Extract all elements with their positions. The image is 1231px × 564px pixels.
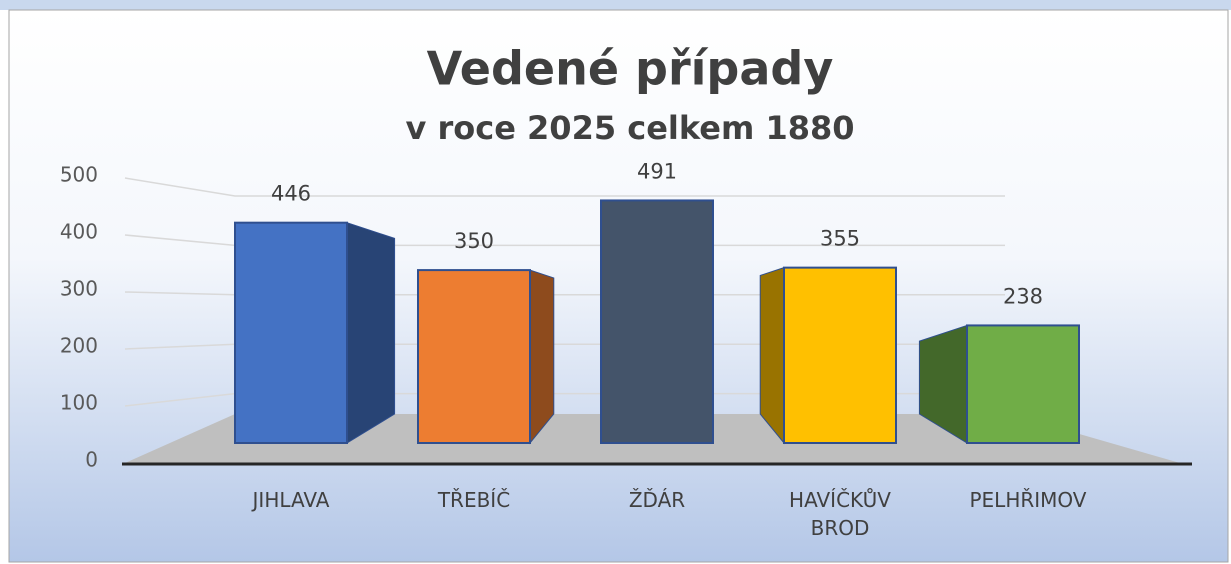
y-tick-label: 0 [85,448,98,472]
value-label: 238 [1003,284,1043,308]
bar [783,266,897,444]
y-tick-label: 100 [60,391,98,415]
x-tick-label: PELHŘIMOV [969,488,1087,512]
bar-side [347,222,395,443]
chart-subtitle: v roce 2025 celkem 1880 [405,109,854,147]
value-label: 446 [271,182,311,206]
bar [966,324,1080,445]
y-tick-label: 400 [60,220,98,244]
top-strip [0,0,1231,10]
x-tick-label: HAVÍČKŮV BROD [789,488,891,540]
bar-side [919,325,967,443]
y-tick-label: 200 [60,334,98,358]
x-tick-label: TŘEBÍČ [437,488,511,512]
bar-side-shade [346,221,396,444]
x-tick-label: ŽĎÁR [628,488,686,512]
chart-title: Vedené případy [427,42,834,96]
grid-line [124,177,1005,197]
bar-side-shade [759,266,785,445]
y-tick-label: 300 [60,277,98,301]
value-label: 355 [820,227,860,251]
bar-side-shade [529,269,555,445]
bar [600,199,714,444]
bar [234,221,348,444]
x-tick-label: JIHLAVA [252,488,330,512]
value-label: 350 [454,229,494,253]
value-label: 491 [637,159,677,183]
bar-side [530,270,554,443]
y-tick-label: 500 [60,163,98,187]
bar [417,269,531,444]
bar-side [760,267,784,443]
